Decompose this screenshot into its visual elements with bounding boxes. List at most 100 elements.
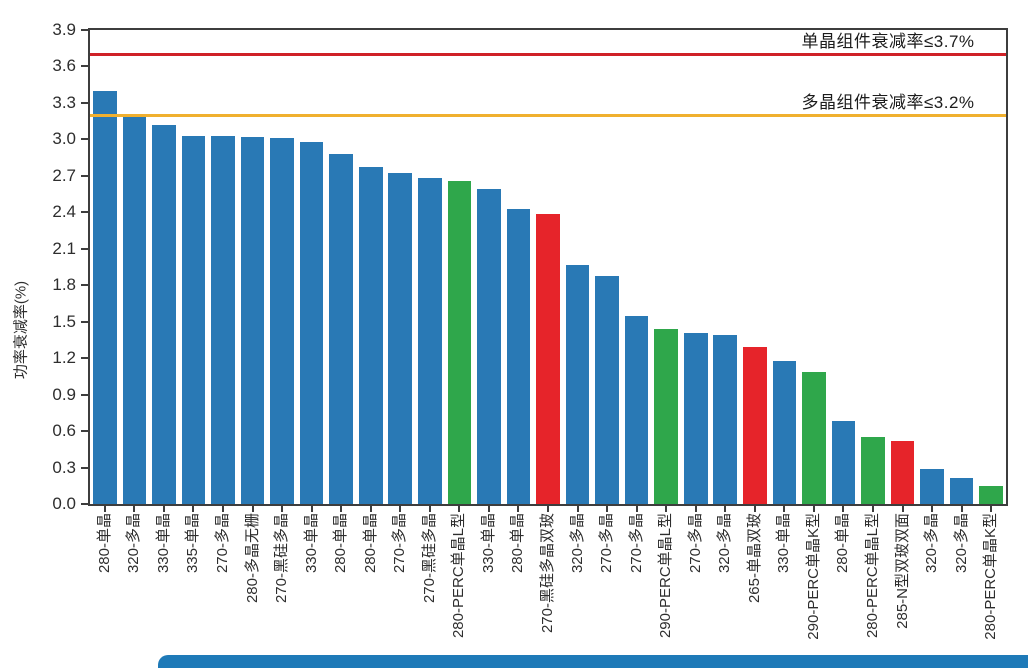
- x-category-label: 290-PERC单晶K型: [804, 513, 822, 640]
- x-category-label: 270-多晶: [627, 513, 645, 574]
- x-tick-mark: [281, 506, 284, 512]
- x-tick-mark: [665, 506, 668, 512]
- bar: [358, 167, 383, 504]
- x-tick-mark: [547, 506, 549, 512]
- reference-line: [90, 113, 1006, 117]
- bar: [329, 153, 353, 504]
- x-tick-mark: [310, 506, 313, 512]
- x-category-label: 320-多晶: [952, 513, 970, 574]
- x-category-label: 270-多晶: [213, 513, 231, 574]
- bottom-banner: [158, 655, 1028, 668]
- x-category-label: 280-单晶: [332, 513, 350, 574]
- y-tick-label: 0.6: [52, 421, 76, 441]
- x-category-label: 320-多晶: [923, 513, 941, 574]
- x-category-label: 320-多晶: [568, 513, 586, 574]
- x-category-label: 270-黑硅多晶: [273, 513, 291, 604]
- x-category-label: 280-单晶: [834, 513, 852, 574]
- bar: [211, 135, 235, 504]
- x-tick-mark: [458, 506, 461, 512]
- x-tick-mark: [635, 506, 638, 512]
- bar: [713, 335, 738, 504]
- plot-area: [88, 28, 1008, 506]
- x-tick-mark: [694, 506, 697, 512]
- bar: [152, 124, 176, 504]
- y-tick-mark: [81, 393, 88, 396]
- bar: [122, 116, 147, 504]
- x-tick-mark: [724, 506, 727, 512]
- x-category-label: 280-单晶: [509, 513, 527, 574]
- bar: [949, 478, 974, 504]
- y-tick-label: 1.2: [52, 348, 76, 368]
- x-tick-mark: [901, 506, 904, 512]
- bar: [595, 275, 619, 504]
- x-tick-mark: [576, 506, 579, 512]
- y-tick-mark: [81, 430, 88, 433]
- bar: [417, 178, 442, 504]
- y-tick-mark: [81, 466, 88, 469]
- x-category-label: 270-多晶: [391, 513, 409, 574]
- x-tick-mark: [990, 506, 993, 512]
- x-tick-mark: [487, 506, 490, 512]
- bar: [92, 90, 117, 504]
- y-tick-mark: [81, 357, 88, 360]
- bar: [920, 468, 944, 504]
- x-tick-mark: [340, 506, 343, 512]
- y-tick-label: 2.7: [52, 165, 76, 185]
- y-tick-label: 2.4: [52, 202, 76, 222]
- y-tick-label: 0.9: [52, 384, 76, 404]
- x-tick-mark: [812, 506, 815, 512]
- y-tick-mark: [81, 65, 88, 68]
- x-category-label: 330-单晶: [775, 513, 793, 574]
- x-tick-mark: [872, 506, 875, 512]
- y-tick-mark: [81, 174, 88, 177]
- x-category-label: 280-多晶无栅: [243, 513, 261, 604]
- bar: [506, 208, 531, 504]
- x-tick-mark: [842, 506, 845, 512]
- x-tick-mark: [606, 506, 609, 512]
- y-tick-mark: [81, 211, 88, 214]
- bar: [299, 141, 324, 504]
- bar: [624, 315, 649, 504]
- x-tick-mark: [753, 506, 756, 512]
- x-category-label: 330-单晶: [302, 513, 320, 574]
- x-tick-mark: [783, 506, 786, 512]
- bar: [743, 347, 767, 504]
- x-category-label: 280-PERC单晶K型: [982, 513, 1000, 640]
- x-category-label: 290-PERC单晶L型: [657, 513, 675, 639]
- x-category-label: 270-多晶: [686, 513, 704, 574]
- bar: [772, 360, 797, 504]
- bar: [447, 180, 472, 504]
- x-tick-mark: [960, 506, 963, 512]
- y-tick-label: 3.6: [52, 56, 76, 76]
- x-category-label: 330-单晶: [479, 513, 497, 574]
- bar: [536, 213, 560, 504]
- y-tick-label: 1.8: [52, 275, 76, 295]
- bar: [270, 138, 294, 504]
- x-category-label: 335-单晶: [184, 513, 202, 574]
- y-tick-mark: [81, 29, 88, 31]
- y-tick-mark: [81, 503, 88, 505]
- x-category-label: 280-PERC单晶L型: [864, 513, 882, 639]
- y-tick-label: 3.0: [52, 129, 76, 149]
- x-tick-mark: [369, 506, 372, 512]
- x-category-label: 330-单晶: [154, 513, 172, 574]
- bar: [181, 135, 206, 504]
- bar: [388, 173, 413, 504]
- y-tick-label: 1.5: [52, 311, 76, 331]
- x-category-label: 320-多晶: [125, 513, 143, 574]
- bar: [654, 329, 678, 504]
- bar: [861, 437, 885, 504]
- x-category-label: 280-PERC单晶L型: [450, 513, 468, 639]
- x-category-label: 280-单晶: [361, 513, 379, 574]
- bar: [979, 485, 1004, 504]
- bar: [477, 189, 501, 504]
- x-tick-mark: [192, 506, 195, 512]
- bar: [831, 421, 856, 504]
- reference-line: [90, 52, 1006, 56]
- x-tick-mark: [399, 506, 402, 512]
- bar: [240, 136, 265, 504]
- y-tick-label: 3.9: [52, 20, 76, 39]
- x-category-label: 285-N型双玻双面: [893, 513, 911, 629]
- y-tick-label: 2.1: [52, 238, 76, 258]
